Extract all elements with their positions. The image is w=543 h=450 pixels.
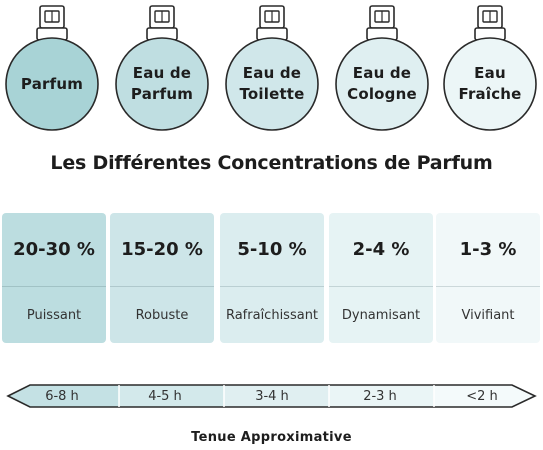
divider — [2, 286, 106, 287]
divider — [110, 286, 214, 287]
concentration-description: Vivifiant — [461, 307, 515, 323]
concentration-value: 5-10 % — [237, 238, 307, 260]
bottle-label: Parfum — [20, 74, 84, 93]
bottle-label: Eau de Cologne — [347, 64, 417, 103]
bottle-icon — [115, 5, 209, 131]
bottle-body — [225, 37, 319, 131]
divider — [329, 286, 433, 287]
bottle-eau-de-toilette: Eau de Toilette — [220, 2, 324, 134]
bottle-eau-de-cologne: Eau de Cologne — [330, 2, 434, 134]
concentration-col-parfum: 20-30 % Puissant — [2, 213, 106, 343]
concentration-description: Rafraîchissant — [225, 307, 319, 323]
concentration-description: Puissant — [26, 307, 82, 323]
concentration-col-eau-fraiche: 1-3 % Vivifiant — [436, 213, 540, 343]
concentration-description: Dynamisant — [341, 307, 421, 323]
bottle-body — [115, 37, 209, 131]
page-title: Les Différentes Concentrations de Parfum — [50, 152, 493, 174]
bottle-body — [335, 37, 429, 131]
bottle-body — [443, 37, 537, 131]
footer-caption: Tenue Approximative — [191, 430, 352, 445]
duration-label: 3-4 h — [255, 388, 289, 404]
divider — [220, 286, 324, 287]
concentration-value: 1-3 % — [459, 238, 517, 260]
duration-label: 4-5 h — [148, 388, 182, 404]
concentration-col-edc: 2-4 % Dynamisant — [329, 213, 433, 343]
concentration-description: Robuste — [135, 307, 189, 323]
bottle-label: Eau de Parfum — [130, 64, 194, 103]
duration-label: 6-8 h — [45, 388, 79, 404]
concentration-value: 2-4 % — [352, 238, 410, 260]
bottle-icon — [335, 5, 429, 131]
duration-label: <2 h — [466, 388, 498, 404]
double-arrow-icon — [6, 384, 537, 408]
bottle-icon — [443, 5, 537, 131]
bottle-eau-fraiche: Eau Fraîche — [438, 2, 542, 134]
bottles-row: Parfum Eau de Parfum Eau de Toilette — [0, 0, 543, 140]
concentration-col-edp: 15-20 % Robuste — [110, 213, 214, 343]
bottle-label: Eau Fraîche — [458, 64, 522, 103]
duration-label: 2-3 h — [363, 388, 397, 404]
bottle-label: Eau de Toilette — [239, 64, 305, 103]
bottle-eau-de-parfum: Eau de Parfum — [110, 2, 214, 134]
bottle-icon — [5, 5, 99, 131]
bottle-body — [5, 37, 99, 131]
concentration-value: 20-30 % — [13, 238, 95, 260]
concentration-value: 15-20 % — [121, 238, 203, 260]
bottle-parfum: Parfum — [0, 2, 104, 134]
divider — [436, 286, 540, 287]
concentration-col-edt: 5-10 % Rafraîchissant — [220, 213, 324, 343]
duration-arrow — [0, 370, 543, 420]
bottle-icon — [225, 5, 319, 131]
